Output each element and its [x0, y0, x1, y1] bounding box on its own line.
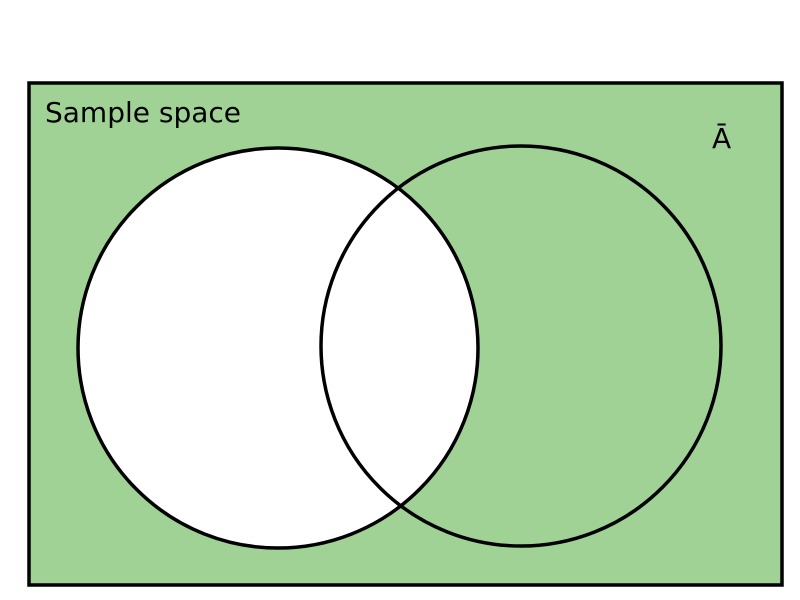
set-a-region: [78, 148, 478, 548]
complement-a-label: Ā: [712, 122, 731, 155]
set-b-outline: [319, 144, 723, 548]
sample-space-label: Sample space: [45, 96, 241, 129]
set-a-outline: [76, 146, 480, 550]
